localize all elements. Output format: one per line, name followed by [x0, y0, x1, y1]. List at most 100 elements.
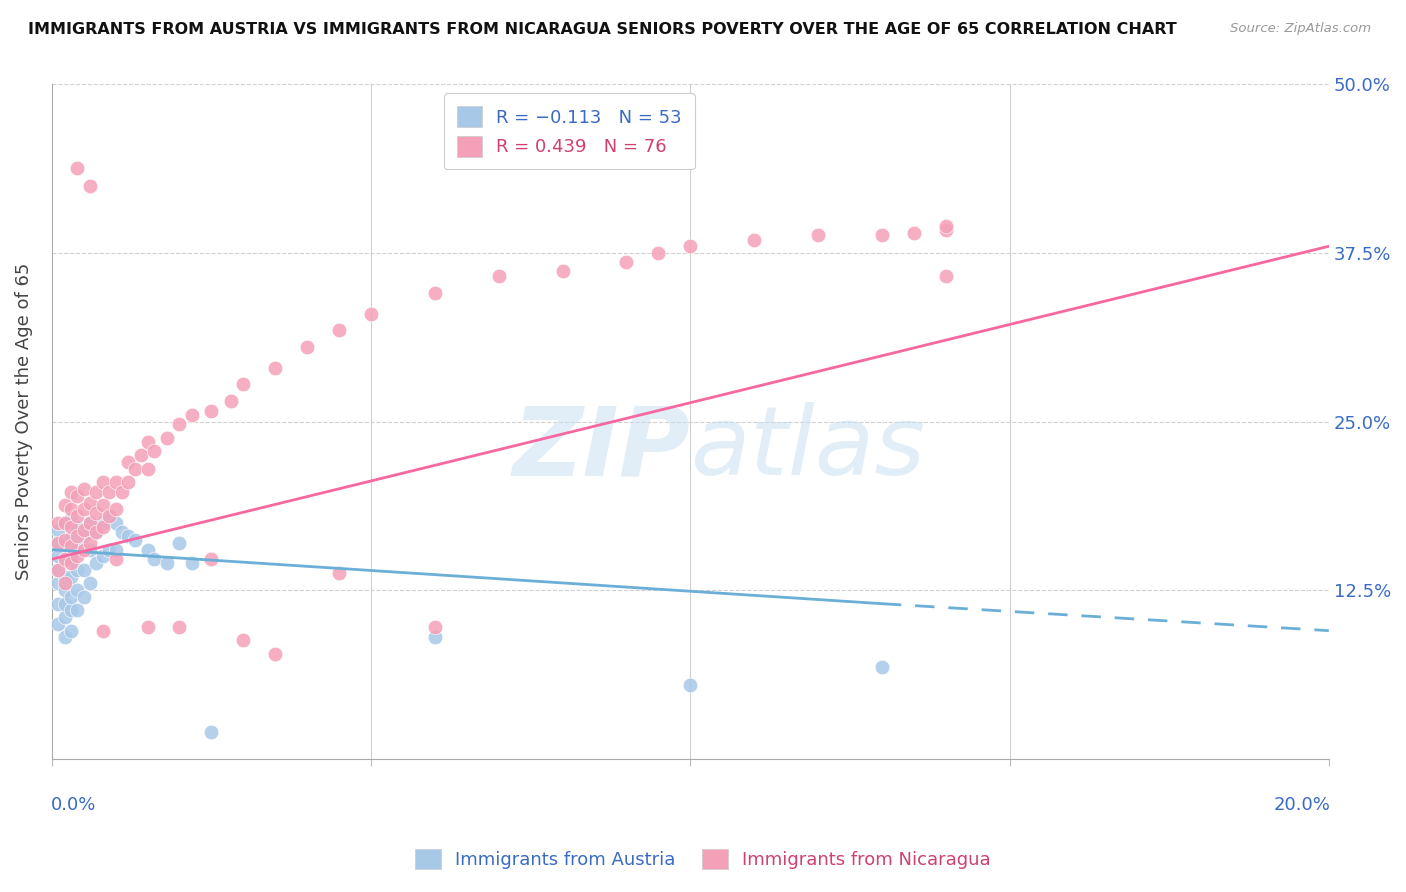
Point	[679, 239, 702, 253]
Y-axis label: Seniors Poverty Over the Age of 65: Seniors Poverty Over the Age of 65	[15, 263, 32, 581]
Point	[111, 525, 134, 540]
Text: atlas: atlas	[690, 402, 925, 495]
Point	[79, 536, 101, 550]
Point	[200, 404, 222, 418]
Point	[73, 523, 96, 537]
Point	[360, 307, 382, 321]
Point	[46, 523, 69, 537]
Point	[73, 590, 96, 604]
Point	[73, 529, 96, 543]
Point	[111, 484, 134, 499]
Point	[169, 536, 191, 550]
Point	[136, 434, 159, 449]
Point	[91, 624, 114, 638]
Point	[807, 228, 830, 243]
Point	[53, 583, 76, 598]
Point	[53, 552, 76, 566]
Point	[98, 484, 121, 499]
Point	[46, 536, 69, 550]
Point	[870, 228, 893, 243]
Point	[104, 475, 127, 490]
Point	[423, 619, 446, 633]
Point	[53, 533, 76, 548]
Point	[46, 536, 69, 550]
Text: 20.0%: 20.0%	[1274, 796, 1330, 814]
Point	[53, 516, 76, 530]
Point	[117, 455, 139, 469]
Point	[86, 484, 108, 499]
Point	[86, 556, 108, 570]
Point	[53, 631, 76, 645]
Point	[79, 516, 101, 530]
Point	[66, 603, 89, 617]
Point	[66, 489, 89, 503]
Point	[104, 516, 127, 530]
Point	[59, 512, 82, 526]
Point	[66, 563, 89, 577]
Point	[66, 549, 89, 564]
Point	[86, 525, 108, 540]
Point	[53, 536, 76, 550]
Point	[46, 563, 69, 577]
Point	[295, 341, 318, 355]
Point	[79, 516, 101, 530]
Point	[73, 482, 96, 496]
Point	[328, 566, 350, 580]
Point	[73, 502, 96, 516]
Point	[136, 619, 159, 633]
Point	[232, 376, 254, 391]
Point	[66, 520, 89, 534]
Point	[935, 268, 957, 283]
Point	[79, 178, 101, 193]
Point	[124, 533, 146, 548]
Point	[66, 529, 89, 543]
Point	[53, 552, 76, 566]
Point	[104, 502, 127, 516]
Point	[935, 219, 957, 233]
Point	[86, 506, 108, 520]
Point	[73, 563, 96, 577]
Point	[136, 462, 159, 476]
Point	[264, 360, 287, 375]
Text: Source: ZipAtlas.com: Source: ZipAtlas.com	[1230, 22, 1371, 36]
Point	[232, 633, 254, 648]
Point	[53, 516, 76, 530]
Point	[46, 616, 69, 631]
Point	[129, 448, 152, 462]
Point	[66, 508, 89, 523]
Point	[46, 563, 69, 577]
Point	[200, 552, 222, 566]
Point	[219, 394, 242, 409]
Point	[647, 246, 669, 260]
Point	[104, 542, 127, 557]
Point	[117, 475, 139, 490]
Point	[59, 552, 82, 566]
Point	[200, 724, 222, 739]
Point	[46, 576, 69, 591]
Point	[91, 520, 114, 534]
Point	[59, 484, 82, 499]
Point	[679, 677, 702, 691]
Point	[124, 462, 146, 476]
Legend: R = −0.113   N = 53, R = 0.439   N = 76: R = −0.113 N = 53, R = 0.439 N = 76	[444, 94, 695, 169]
Point	[742, 233, 765, 247]
Point	[98, 508, 121, 523]
Text: ZIP: ZIP	[512, 402, 690, 495]
Point	[73, 542, 96, 557]
Point	[423, 286, 446, 301]
Point	[91, 516, 114, 530]
Point	[79, 542, 101, 557]
Point	[423, 631, 446, 645]
Legend: Immigrants from Austria, Immigrants from Nicaragua: Immigrants from Austria, Immigrants from…	[406, 839, 1000, 879]
Point	[91, 475, 114, 490]
Point	[59, 603, 82, 617]
Point	[66, 161, 89, 175]
Point	[59, 520, 82, 534]
Point	[142, 444, 165, 458]
Point	[156, 431, 179, 445]
Point	[903, 226, 925, 240]
Point	[91, 498, 114, 512]
Point	[79, 576, 101, 591]
Point	[870, 660, 893, 674]
Point	[104, 552, 127, 566]
